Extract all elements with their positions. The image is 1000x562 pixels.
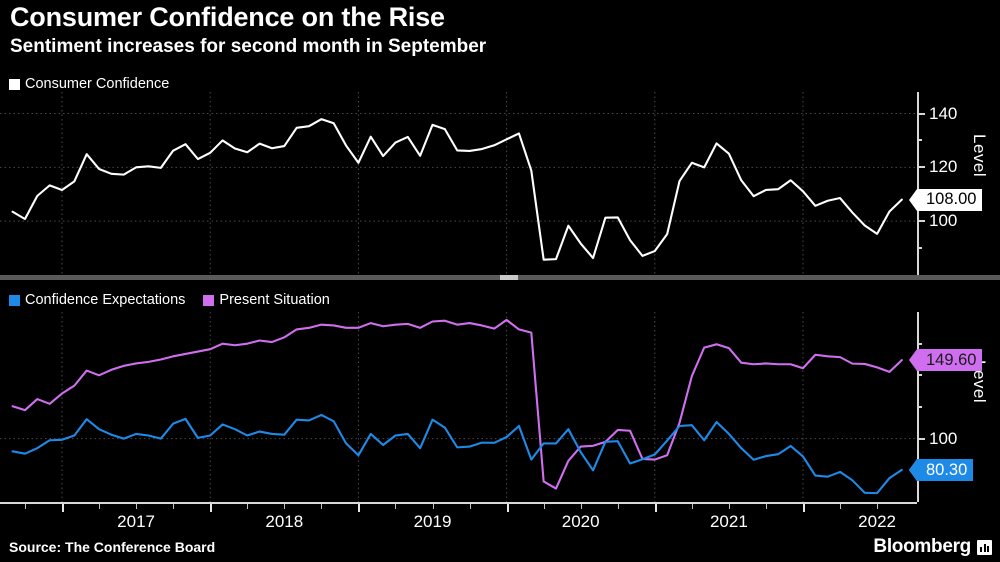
x-axis-tick	[395, 504, 397, 509]
x-axis-tick	[24, 504, 26, 509]
y-axis-tick	[917, 437, 925, 440]
legend-item[interactable]: Consumer Confidence	[9, 76, 169, 92]
panel-divider-grip[interactable]	[500, 275, 518, 280]
y-axis-tick-label: 100	[929, 211, 958, 231]
legend-item[interactable]: Present Situation	[203, 292, 330, 308]
legend-label: Consumer Confidence	[25, 76, 170, 92]
legend-item[interactable]: Confidence Expectations	[9, 292, 185, 308]
x-axis-year-tick	[654, 504, 657, 512]
x-axis-tick	[728, 504, 730, 509]
x-axis-year-tick	[62, 504, 64, 512]
legend-swatch-icon	[9, 294, 20, 306]
bloomberg-wordmark: Bloomberg	[873, 536, 971, 557]
x-axis-tick	[691, 504, 693, 509]
x-axis-tick	[617, 504, 619, 509]
x-axis-tick	[99, 504, 101, 509]
x-axis-tick	[284, 504, 286, 509]
legend-label: Present Situation	[219, 292, 330, 308]
source-note: Source: The Conference Board	[9, 539, 216, 555]
x-axis-label: 2017	[117, 512, 156, 531]
x-axis-tick	[580, 504, 582, 509]
y-axis-tick-label: 140	[929, 103, 958, 123]
x-axis-tick	[543, 504, 545, 509]
y-axis-minor-tick	[917, 342, 922, 345]
y-axis-title-top: Level	[970, 134, 989, 178]
x-axis-year-tick	[358, 504, 361, 512]
y-axis-minor-tick	[917, 406, 922, 408]
x-axis-year-tick	[506, 504, 509, 512]
legend-swatch-icon	[203, 294, 215, 306]
legend-top-panel: Consumer Confidence	[9, 76, 169, 92]
x-axis-tick	[765, 504, 767, 509]
x-axis-year-tick	[803, 504, 805, 512]
x-axis: 2017 2018 2019 2020 2021 2022	[0, 502, 917, 536]
x-axis-tick	[173, 504, 175, 509]
y-axis-minor-tick	[917, 139, 922, 142]
plot-area-top	[0, 92, 917, 275]
x-axis-label: 2022	[858, 512, 897, 531]
y-axis-tick	[917, 166, 925, 169]
y-axis-tick-label: 120	[929, 157, 958, 177]
x-axis-label: 2021	[709, 512, 748, 531]
page-subtitle: Sentiment increases for second month in …	[10, 36, 487, 57]
bloomberg-logo: Bloomberg	[873, 536, 992, 558]
value-callout: 149.60	[908, 349, 983, 372]
x-axis-tick	[840, 504, 842, 509]
x-axis-year-tick	[210, 504, 213, 512]
x-axis-tick	[432, 504, 434, 509]
x-axis-tick	[136, 504, 138, 509]
panel-components: Level 100 149.60 80.30	[0, 312, 1000, 502]
bloomberg-bar-chart-icon	[977, 539, 992, 555]
y-axis-minor-tick	[917, 374, 922, 377]
y-axis-tick-label: 100	[929, 428, 958, 448]
chart-footer: Source: The Conference Board Bloomberg	[0, 536, 1000, 562]
legend-swatch-icon	[9, 78, 20, 90]
y-axis-minor-tick	[917, 247, 922, 250]
y-axis-line-top	[917, 92, 919, 275]
callout-arrow-icon	[909, 458, 917, 481]
plot-area-bottom	[0, 312, 917, 502]
x-axis-tick	[321, 504, 323, 509]
callout-arrow-icon	[909, 188, 917, 211]
x-axis-label: 2018	[265, 512, 304, 531]
callout-arrow-icon	[909, 349, 917, 372]
legend-bottom-panel: Confidence Expectations Present Situation	[9, 292, 330, 308]
x-axis-tick	[469, 504, 471, 509]
y-axis-top: Level 100 120 140 108.00	[908, 92, 1000, 275]
panel-consumer-confidence: Level 100 120 140 108.00	[0, 92, 1000, 275]
y-axis-tick	[917, 220, 925, 223]
x-axis-tick	[877, 504, 879, 509]
value-callout: 80.30	[908, 458, 974, 481]
value-callout: 108.00	[908, 188, 983, 211]
x-axis-label: 2020	[561, 512, 600, 531]
x-axis-tick	[247, 504, 249, 509]
y-axis-bottom: Level 100 149.60 80.30	[908, 312, 1000, 502]
legend-label: Confidence Expectations	[25, 292, 186, 308]
x-axis-label: 2019	[413, 512, 452, 531]
x-axis-line	[0, 502, 917, 504]
page-title: Consumer Confidence on the Rise	[10, 2, 445, 32]
y-axis-tick	[917, 112, 925, 115]
